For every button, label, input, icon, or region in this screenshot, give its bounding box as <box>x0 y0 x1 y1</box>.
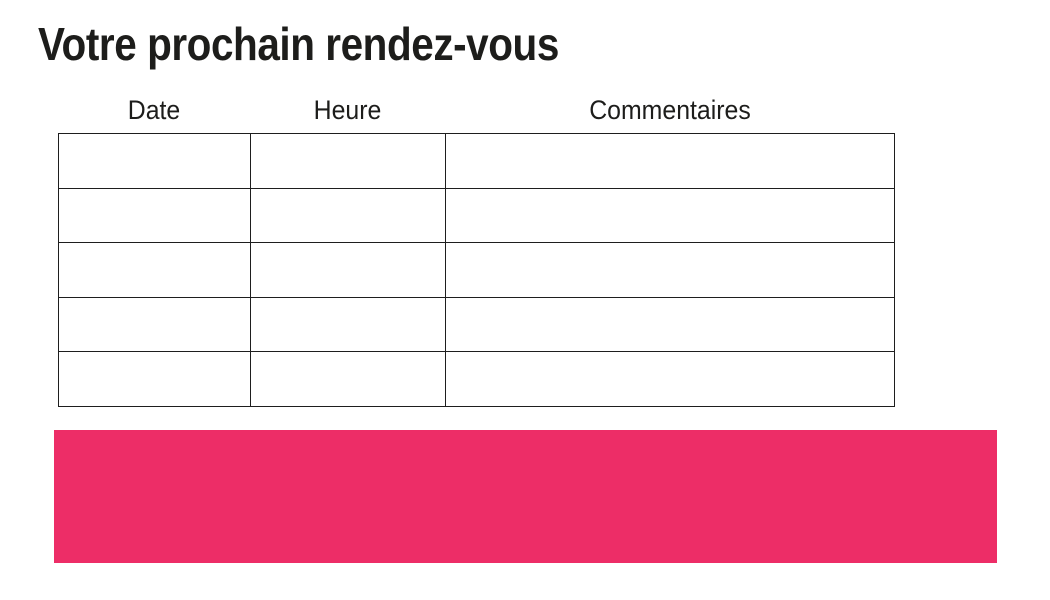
column-header-date: Date <box>127 95 181 125</box>
appointments-table <box>58 133 895 407</box>
table-cell <box>59 134 251 189</box>
table-cell <box>251 243 446 298</box>
table-cell <box>446 188 895 244</box>
table-cell <box>251 297 446 353</box>
table-cell <box>59 243 251 298</box>
table-cell <box>251 134 446 189</box>
table-cell <box>251 352 446 407</box>
column-header-commentaires: Commentaires <box>589 95 751 125</box>
table-cell <box>59 188 251 244</box>
column-header-heure: Heure <box>313 95 382 125</box>
table-cell <box>59 297 251 353</box>
table-cell <box>446 352 895 407</box>
highlight-banner <box>54 430 997 563</box>
table-cell <box>446 297 895 353</box>
table-cell <box>446 243 895 298</box>
table-header-row: Date Heure Commentaires <box>58 90 895 130</box>
table-cell <box>59 352 251 407</box>
table-cell <box>446 134 895 189</box>
page-title: Votre prochain rendez-vous <box>38 18 559 70</box>
table-cell <box>251 188 446 244</box>
